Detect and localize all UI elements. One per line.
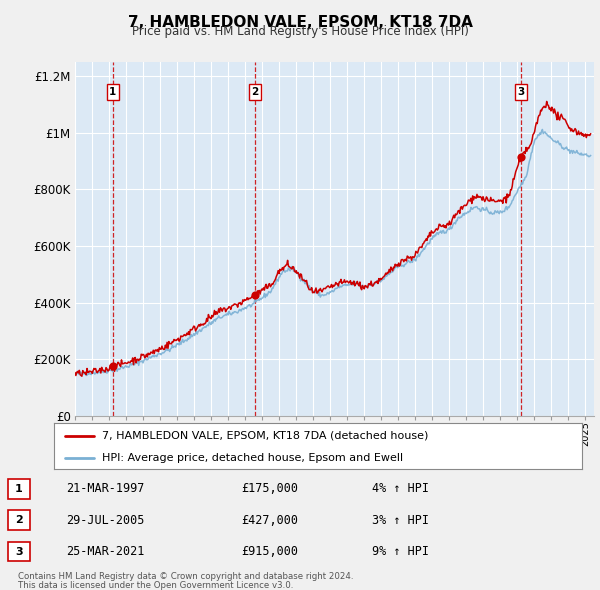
FancyBboxPatch shape (8, 479, 30, 499)
Text: £175,000: £175,000 (241, 482, 299, 495)
Text: 4% ↑ HPI: 4% ↑ HPI (371, 482, 428, 495)
Text: 1: 1 (109, 87, 116, 97)
Text: Contains HM Land Registry data © Crown copyright and database right 2024.: Contains HM Land Registry data © Crown c… (18, 572, 353, 581)
Text: 2: 2 (15, 515, 23, 525)
Text: 7, HAMBLEDON VALE, EPSOM, KT18 7DA (detached house): 7, HAMBLEDON VALE, EPSOM, KT18 7DA (deta… (101, 431, 428, 441)
Text: 3% ↑ HPI: 3% ↑ HPI (371, 514, 428, 527)
Point (250, 290, 260, 300)
Text: This data is licensed under the Open Government Licence v3.0.: This data is licensed under the Open Gov… (18, 581, 293, 590)
FancyBboxPatch shape (8, 542, 30, 562)
Text: 3: 3 (15, 547, 23, 556)
Text: 1: 1 (15, 484, 23, 494)
Text: 2: 2 (251, 87, 259, 97)
Text: £427,000: £427,000 (241, 514, 299, 527)
Text: Price paid vs. HM Land Registry's House Price Index (HPI): Price paid vs. HM Land Registry's House … (131, 25, 469, 38)
Text: HPI: Average price, detached house, Epsom and Ewell: HPI: Average price, detached house, Epso… (101, 453, 403, 463)
Text: 29-JUL-2005: 29-JUL-2005 (66, 514, 144, 527)
Text: £915,000: £915,000 (241, 545, 299, 558)
FancyBboxPatch shape (8, 510, 30, 530)
Text: 7, HAMBLEDON VALE, EPSOM, KT18 7DA: 7, HAMBLEDON VALE, EPSOM, KT18 7DA (128, 15, 472, 30)
Point (517, 152, 526, 162)
Text: 25-MAR-2021: 25-MAR-2021 (66, 545, 144, 558)
Point (108, 362, 118, 371)
Text: 3: 3 (518, 87, 525, 97)
Text: 9% ↑ HPI: 9% ↑ HPI (371, 545, 428, 558)
Text: 21-MAR-1997: 21-MAR-1997 (66, 482, 144, 495)
